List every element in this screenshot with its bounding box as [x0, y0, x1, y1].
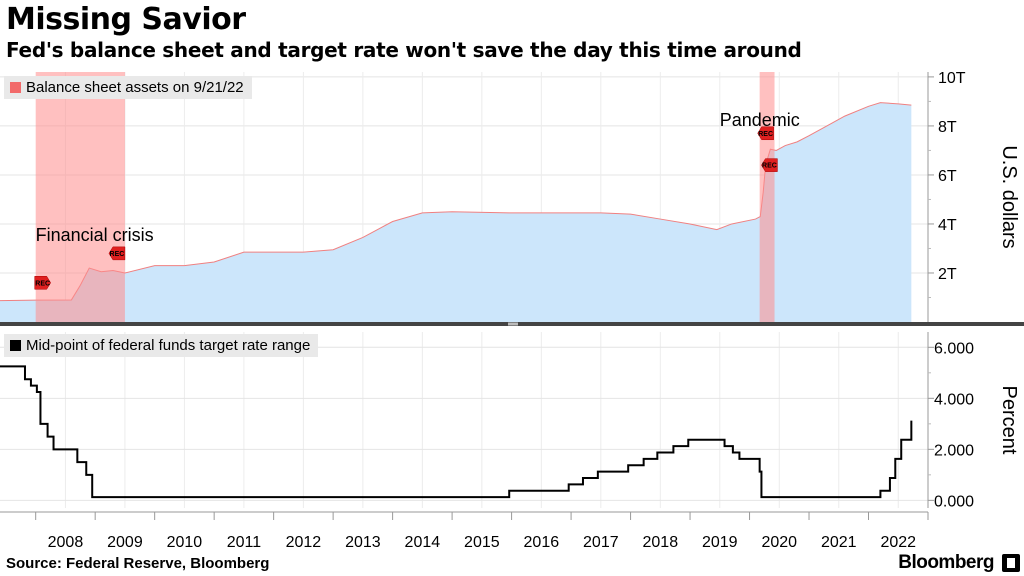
annotation-label: Financial crisis — [36, 225, 154, 245]
bottom-y-axis-title: Percent — [998, 386, 1020, 455]
rec-marker-label: REC — [110, 251, 125, 258]
top-y-tick-label: 10T — [938, 70, 966, 87]
bottom-y-tick-label: 2.000 — [934, 442, 974, 459]
top-legend: Balance sheet assets on 9/21/22 — [4, 76, 252, 99]
x-tick-label: 2017 — [583, 534, 619, 551]
balance-sheet-area — [0, 102, 912, 322]
chart-title: Missing Savior — [6, 2, 246, 37]
x-tick-label: 2011 — [227, 534, 262, 551]
top-y-tick-label: 4T — [938, 217, 957, 234]
top-legend-swatch — [10, 82, 21, 93]
bloomberg-logo: Bloomberg — [898, 552, 994, 573]
x-tick-label: 2009 — [107, 534, 143, 551]
x-tick-label: 2014 — [405, 534, 441, 551]
fed-funds-rate-line — [0, 365, 913, 499]
top-y-tick-label: 8T — [938, 119, 957, 136]
x-tick-label: 2010 — [167, 534, 203, 551]
annotation-label: Pandemic — [720, 110, 800, 130]
bottom-y-tick-label: 6.000 — [934, 340, 974, 357]
rec-marker-label: REC — [35, 280, 50, 287]
source-note: Source: Federal Reserve, Bloomberg — [6, 555, 270, 572]
top-y-tick-label: 6T — [938, 168, 957, 185]
rec-marker — [761, 158, 778, 172]
rec-marker-label: REC — [758, 131, 773, 138]
bottom-legend-swatch — [10, 340, 21, 351]
bottom-legend: Mid-point of federal funds target rate r… — [4, 334, 319, 357]
x-tick-label: 2008 — [48, 534, 84, 551]
recession-band — [35, 72, 125, 322]
bottom-y-tick-label: 4.000 — [934, 391, 974, 408]
rec-marker — [108, 246, 126, 261]
x-tick-label: 2012 — [286, 534, 322, 551]
x-tick-label: 2015 — [464, 534, 500, 551]
top-y-axis-title: U.S. dollars — [998, 145, 1020, 248]
bottom-y-tick-label: 0.000 — [934, 493, 974, 510]
chart-subtitle: Fed's balance sheet and target rate won'… — [6, 38, 802, 62]
rec-marker-label: REC — [762, 163, 777, 170]
bottom-legend-label: Mid-point of federal funds target rate r… — [26, 337, 311, 354]
x-tick-label: 2016 — [524, 534, 560, 551]
panel-divider-handle — [508, 322, 518, 326]
top-legend-label: Balance sheet assets on 9/21/22 — [26, 79, 244, 96]
rec-marker — [34, 276, 51, 290]
x-tick-label: 2020 — [761, 534, 797, 551]
x-tick-label: 2019 — [702, 534, 738, 551]
top-y-tick-label: 2T — [938, 266, 957, 283]
x-tick-label: 2021 — [821, 534, 857, 551]
bloomberg-icon — [1002, 554, 1020, 572]
x-tick-label: 2018 — [643, 534, 679, 551]
x-tick-label: 2013 — [345, 534, 381, 551]
rec-marker — [757, 126, 774, 141]
x-tick-label: 2022 — [880, 534, 916, 551]
